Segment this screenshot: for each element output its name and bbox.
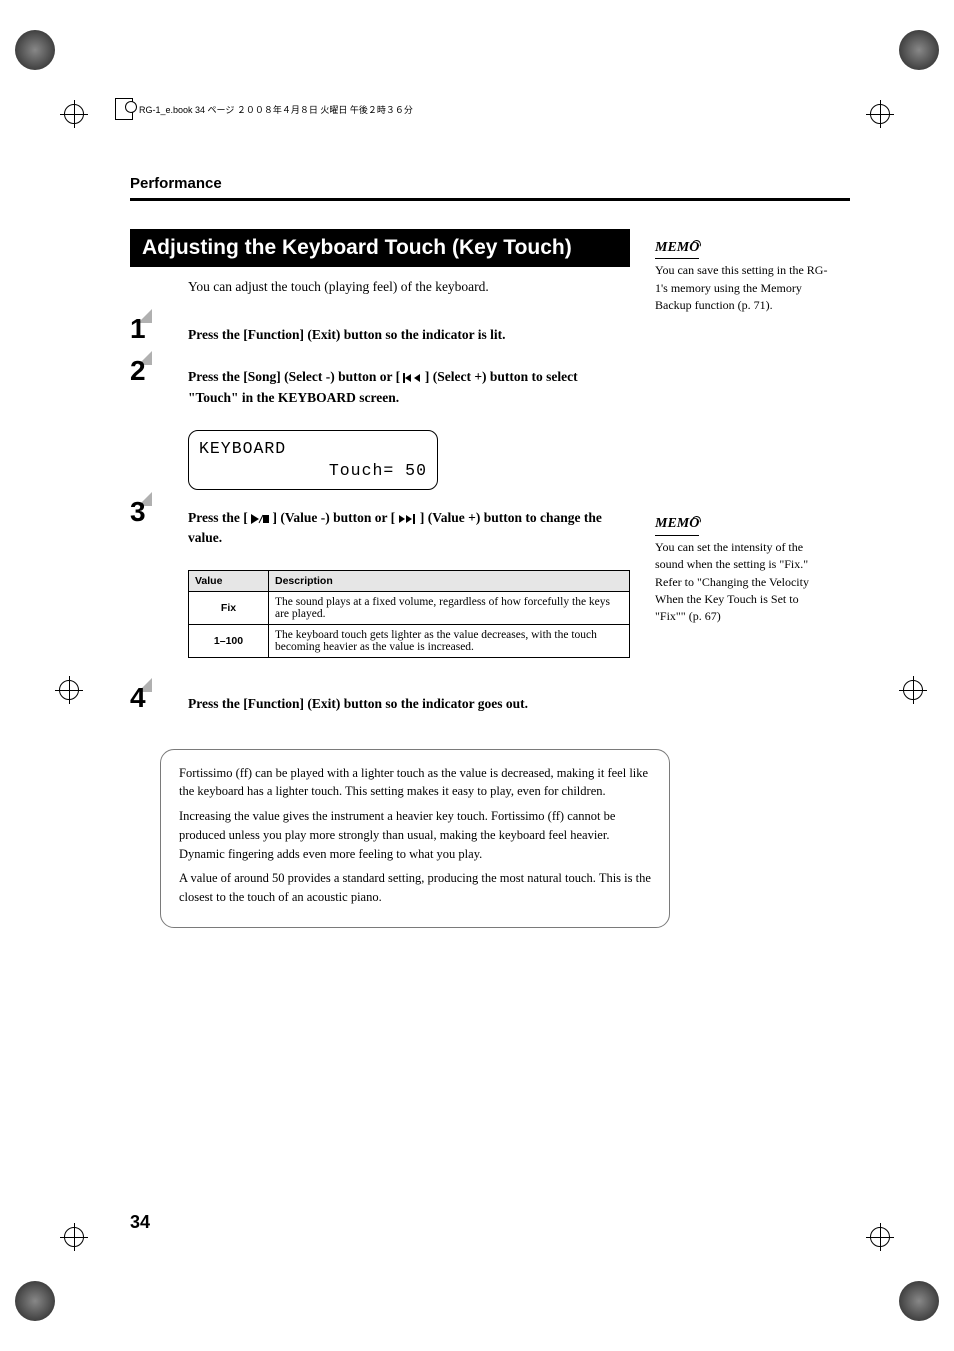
info-paragraph: Increasing the value gives the instrumen… (179, 807, 651, 863)
step-number: 4 (130, 682, 146, 714)
print-mark (20, 1211, 100, 1291)
memo-text: Refer to "Changing the Velocity When the… (655, 574, 830, 626)
step-text: Press the [Song] (Select -) button or [ … (188, 367, 630, 408)
step-number: 2 (130, 355, 146, 387)
table-row: 1–100 The keyboard touch gets lighter as… (189, 625, 630, 658)
step-number: 1 (130, 313, 146, 345)
print-mark (20, 60, 100, 140)
table-cell: The sound plays at a fixed volume, regar… (269, 592, 630, 625)
memo-block: MEMO You can save this setting in the RG… (655, 238, 830, 314)
book-icon (115, 98, 133, 120)
lcd-display: KEYBOARD Touch= 50 (188, 430, 438, 490)
play-stop-icon (251, 514, 269, 524)
memo-block: MEMO You can set the intensity of the so… (655, 514, 830, 625)
value-table: Value Description Fix The sound plays at… (188, 570, 630, 658)
memo-label: MEMO (655, 238, 699, 259)
header-text: RG-1_e.book 34 ページ ２００８年４月８日 火曜日 午後２時３６分 (139, 103, 413, 116)
page-number: 34 (130, 1212, 150, 1233)
next-track-icon (399, 514, 417, 524)
step-2: 2 Press the [Song] (Select -) button or … (130, 367, 630, 408)
prev-track-icon (403, 373, 421, 383)
print-mark (854, 1211, 934, 1291)
print-mark (854, 60, 934, 140)
memo-text: You can set the intensity of the sound w… (655, 539, 830, 574)
table-header-row: Value Description (189, 571, 630, 592)
table-header: Value (189, 571, 269, 592)
lcd-line: KEYBOARD (199, 438, 427, 459)
step-3: 3 Press the [ ] (Value -) button or [ ] … (130, 508, 630, 549)
divider (130, 198, 850, 201)
header-line: RG-1_e.book 34 ページ ２００８年４月８日 火曜日 午後２時３６分 (115, 98, 413, 120)
table-cell: 1–100 (189, 625, 269, 658)
step-4: 4 Press the [Function] (Exit) button so … (130, 694, 630, 714)
info-paragraph: A value of around 50 provides a standard… (179, 869, 651, 907)
lcd-line: Touch= 50 (199, 460, 427, 481)
step-text: Press the [ ] (Value -) button or [ ] (V… (188, 508, 630, 549)
table-cell: The keyboard touch gets lighter as the v… (269, 625, 630, 658)
table-row: Fix The sound plays at a fixed volume, r… (189, 592, 630, 625)
intro-text: You can adjust the touch (playing feel) … (188, 279, 618, 295)
table-cell: Fix (189, 592, 269, 625)
section-header: Performance (130, 175, 850, 192)
memo-label: MEMO (655, 514, 699, 535)
step-number: 3 (130, 496, 146, 528)
step-text: Press the [Function] (Exit) button so th… (188, 694, 630, 714)
info-paragraph: Fortissimo (ff) can be played with a lig… (179, 764, 651, 802)
table-header: Description (269, 571, 630, 592)
memo-text: You can save this setting in the RG-1's … (655, 262, 830, 314)
page-title: Adjusting the Keyboard Touch (Key Touch) (130, 229, 630, 267)
info-box: Fortissimo (ff) can be played with a lig… (160, 749, 670, 928)
step-text: Press the [Function] (Exit) button so th… (188, 325, 630, 345)
step-1: 1 Press the [Function] (Exit) button so … (130, 325, 630, 345)
